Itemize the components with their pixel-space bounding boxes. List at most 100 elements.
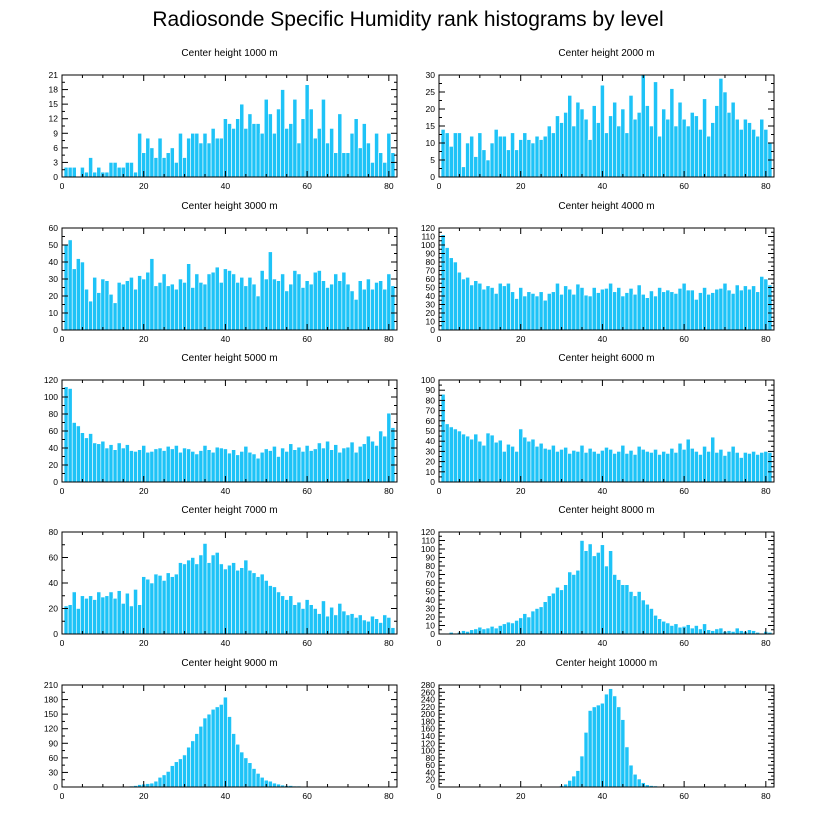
histogram-bar — [263, 98, 269, 178]
histogram-bar — [378, 430, 384, 483]
x-tick-label: 0 — [60, 638, 65, 648]
histogram-bar — [526, 440, 532, 483]
x-tick-label: 60 — [302, 638, 312, 648]
histogram-bar — [198, 282, 204, 331]
histogram-bar — [628, 288, 634, 331]
histogram-bar — [714, 105, 720, 178]
histogram-bar — [341, 152, 347, 178]
x-tick-label: 40 — [598, 181, 608, 191]
histogram-bar — [694, 625, 699, 635]
histogram-bar — [268, 585, 273, 635]
histogram-bar — [640, 449, 646, 483]
y-tick-label: 220 — [421, 702, 435, 712]
y-tick-label: 30 — [426, 300, 436, 310]
histogram-bar — [628, 764, 634, 788]
histogram-bar — [174, 288, 179, 331]
histogram-bar — [88, 157, 93, 178]
histogram-bar — [579, 287, 585, 331]
histogram-bar — [67, 239, 73, 331]
histogram-bar — [485, 627, 491, 635]
panel-title: Center height 5000 m — [181, 353, 278, 364]
histogram-bar — [149, 258, 155, 331]
histogram-bar — [595, 704, 601, 788]
histogram-bar — [730, 446, 736, 483]
histogram-bar — [378, 152, 384, 178]
histogram-bar — [624, 453, 630, 483]
histogram-bar — [182, 447, 187, 483]
histogram-bar — [125, 444, 130, 483]
histogram-bar — [341, 610, 347, 635]
x-tick-label: 80 — [384, 486, 394, 496]
histogram-bar — [485, 432, 491, 483]
histogram-bar — [390, 627, 396, 635]
histogram-bar — [96, 166, 102, 178]
histogram-bar — [677, 101, 683, 178]
histogram-bar — [231, 449, 236, 483]
histogram-bar — [714, 628, 720, 635]
histogram-bar — [751, 451, 756, 483]
histogram-bar — [137, 132, 142, 178]
histogram-bar — [223, 118, 228, 178]
y-tick-label: 20 — [426, 104, 436, 114]
histogram-bar — [567, 571, 573, 635]
histogram-bar — [178, 278, 183, 331]
histogram-bar — [268, 780, 273, 788]
histogram-bar — [153, 285, 159, 331]
histogram-bar — [546, 293, 552, 331]
x-tick-label: 20 — [139, 334, 149, 344]
histogram-bar — [571, 294, 577, 331]
histogram-bar — [722, 91, 728, 178]
histogram-bar — [165, 285, 171, 331]
histogram-bar — [178, 758, 183, 788]
histogram-bar — [759, 276, 765, 331]
y-tick-label: 120 — [421, 527, 435, 537]
histogram-bar — [526, 139, 532, 178]
y-tick-label: 40 — [426, 595, 436, 605]
histogram-bar — [514, 298, 519, 331]
y-tick-label: 30 — [49, 767, 59, 777]
histogram-bar — [129, 276, 134, 331]
histogram-bar — [329, 449, 334, 483]
y-tick-label: 15 — [49, 99, 59, 109]
histogram-bar — [751, 285, 756, 331]
histogram-bar — [112, 449, 118, 483]
histogram-bar — [312, 608, 318, 635]
y-tick-label: 0 — [53, 325, 58, 335]
histogram-bar — [555, 115, 560, 178]
x-tick-label: 20 — [516, 486, 526, 496]
panel-title: Center height 2000 m — [558, 48, 655, 59]
histogram-bar — [645, 105, 650, 178]
x-tick-label: 40 — [598, 638, 608, 648]
histogram-bar — [575, 451, 581, 483]
histogram-bar — [321, 280, 326, 331]
histogram-bar — [227, 452, 232, 483]
histogram-bar — [452, 132, 458, 178]
histogram-bar — [349, 132, 355, 178]
histogram-bar — [444, 132, 450, 178]
histogram-bar — [165, 446, 171, 483]
histogram-bar — [276, 108, 281, 178]
histogram-bar — [247, 451, 253, 483]
histogram-bar — [673, 125, 679, 178]
y-tick-label: 210 — [44, 680, 58, 690]
x-tick-label: 60 — [679, 791, 689, 801]
histogram-bar — [722, 282, 728, 331]
histogram-bar — [559, 122, 564, 178]
histogram-bar — [190, 287, 196, 331]
histogram-bar — [202, 543, 208, 635]
histogram-bar — [214, 137, 220, 178]
histogram-bar — [169, 283, 175, 331]
y-tick-label: 0 — [53, 629, 58, 639]
histogram-bar — [551, 444, 556, 483]
histogram-bar — [357, 280, 363, 331]
histogram-bar — [514, 620, 519, 635]
y-tick-label: 0 — [430, 782, 435, 792]
y-tick-label: 25 — [426, 87, 436, 97]
histogram-bar — [370, 615, 375, 635]
histogram-bar — [390, 285, 396, 331]
histogram-bar — [583, 294, 589, 331]
histogram-bar — [514, 451, 519, 483]
histogram-bar — [247, 569, 253, 635]
histogram-bar — [284, 128, 290, 178]
